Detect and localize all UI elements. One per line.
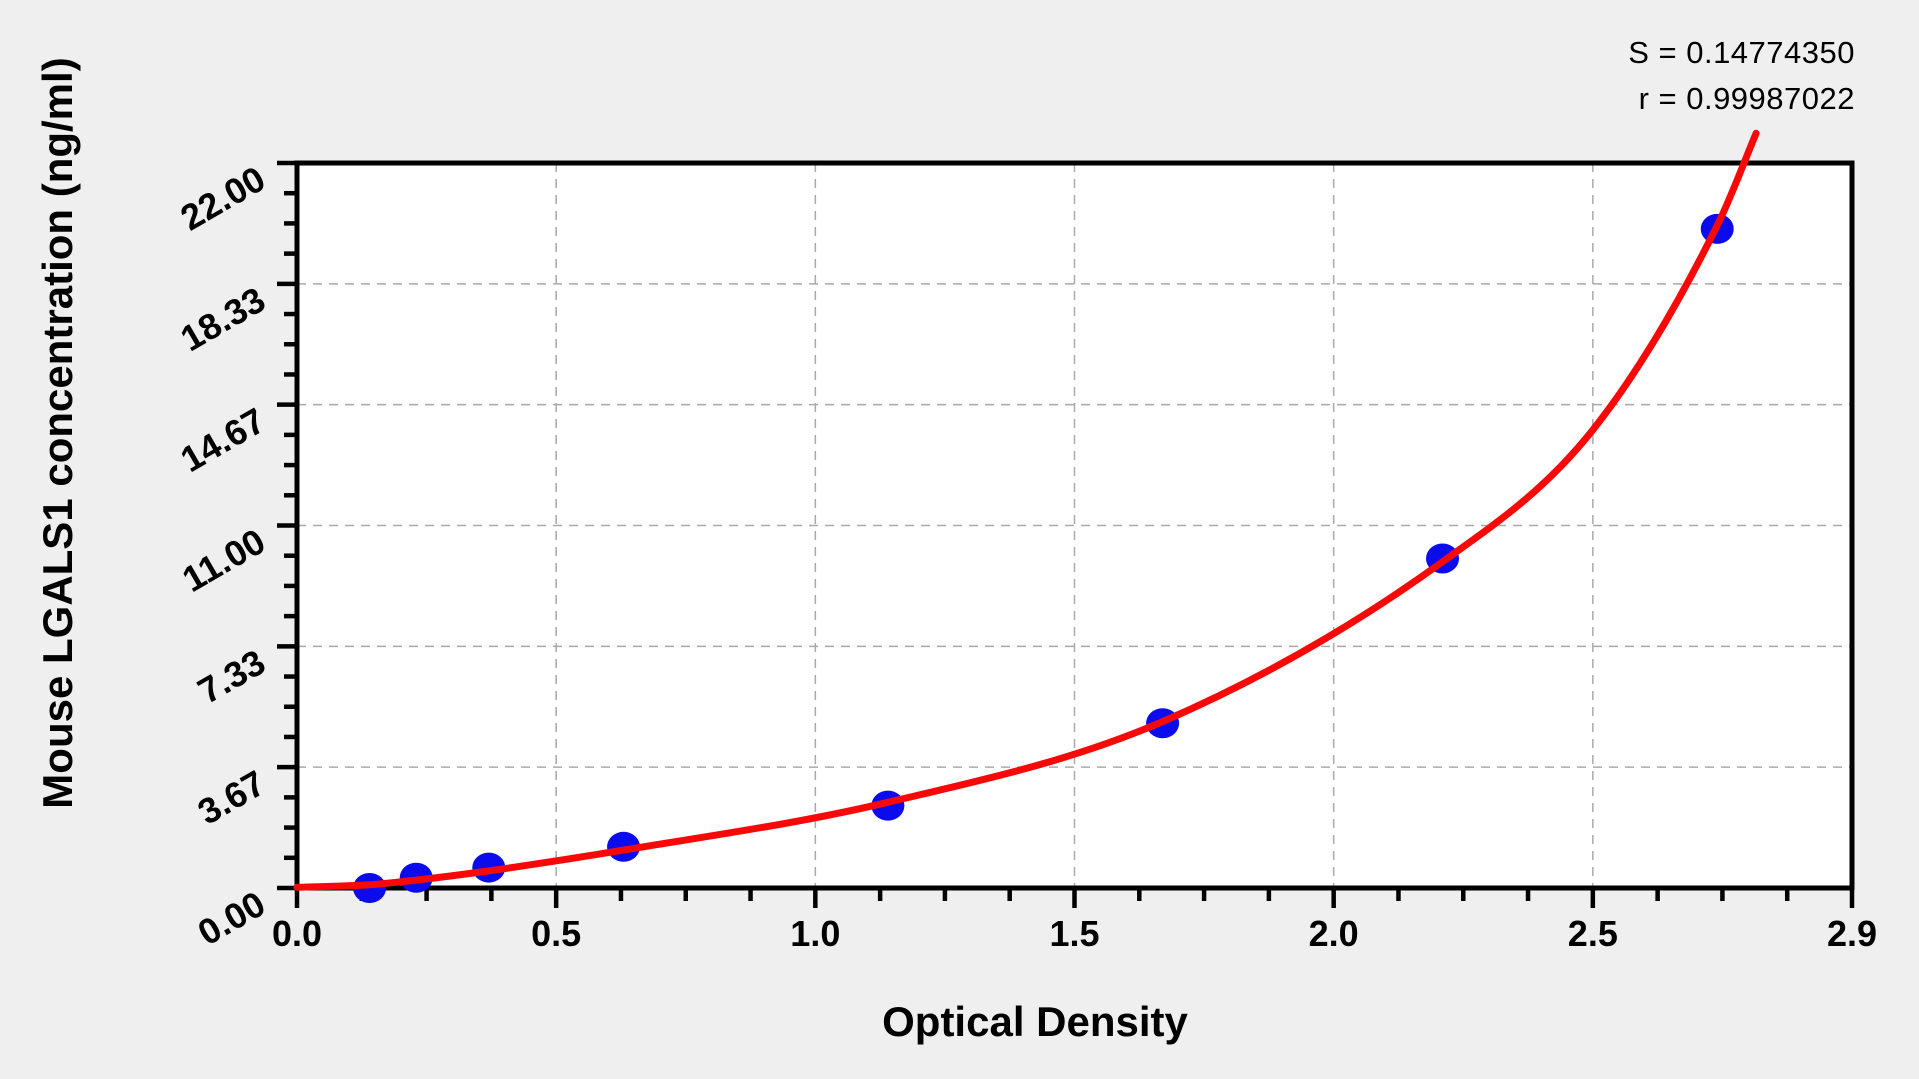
x-axis-tick-label: 1.5 bbox=[1049, 913, 1099, 954]
y-axis-tick-label: 14.67 bbox=[173, 399, 272, 480]
fit-statistic-s: S = 0.14774350 bbox=[1628, 35, 1855, 70]
fit-statistic-r: r = 0.99987022 bbox=[1638, 81, 1855, 116]
fit-curve-line bbox=[293, 129, 1760, 891]
y-axis-tick-label: 0.00 bbox=[191, 883, 272, 954]
x-axis-tick-label: 0.5 bbox=[531, 913, 581, 954]
y-axis-tick-label: 7.33 bbox=[191, 641, 272, 712]
y-axis-tick-label: 3.67 bbox=[191, 762, 272, 833]
x-axis-tick-label: 0.0 bbox=[272, 913, 322, 954]
y-axis-tick-label: 22.00 bbox=[173, 158, 272, 239]
x-axis-tick-label: 2.9 bbox=[1827, 913, 1877, 954]
x-axis-title: Optical Density bbox=[882, 998, 1188, 1045]
x-axis-tick-label: 2.5 bbox=[1568, 913, 1618, 954]
x-axis-tick-label: 2.0 bbox=[1309, 913, 1359, 954]
y-axis-tick-label: 11.00 bbox=[175, 520, 272, 600]
y-axis-tick-label: 18.33 bbox=[173, 279, 272, 360]
x-axis-tick-label: 1.0 bbox=[790, 913, 840, 954]
y-axis-title: Mouse LGALS1 concentration (ng/ml) bbox=[34, 57, 81, 809]
fit-statistics: S = 0.14774350 r = 0.99987022 bbox=[1628, 30, 1855, 122]
plot-frame bbox=[294, 160, 1855, 891]
